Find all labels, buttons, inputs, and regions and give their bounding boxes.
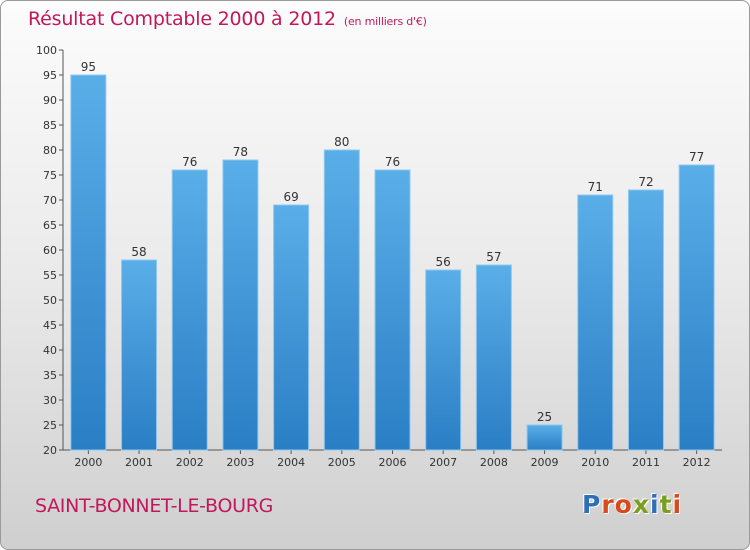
- bar-value-label: 77: [689, 150, 704, 164]
- x-tick-label: 2005: [328, 456, 356, 469]
- y-tick-label: 35: [43, 369, 57, 382]
- bar-value-label: 25: [537, 410, 552, 424]
- y-tick-label: 55: [43, 269, 57, 282]
- bar: [577, 194, 614, 451]
- bar: [121, 259, 158, 451]
- bar-value-label: 57: [486, 250, 501, 264]
- bar: [171, 169, 208, 451]
- logo-letter: i: [672, 490, 683, 519]
- chart-subtitle: (en milliers d'€): [343, 15, 427, 28]
- bar: [678, 164, 715, 451]
- logo-letter: P: [582, 490, 602, 519]
- y-tick-label: 90: [43, 94, 57, 107]
- bar-value-label: 69: [283, 190, 298, 204]
- logo-letter: x: [632, 490, 650, 519]
- y-tick-label: 100: [36, 44, 57, 57]
- y-tick-label: 25: [43, 419, 57, 432]
- y-tick-label: 30: [43, 394, 57, 407]
- bar: [222, 159, 259, 451]
- bar: [425, 269, 462, 451]
- chart-title: Résultat Comptable 2000 à 2012 (en millie…: [28, 8, 427, 30]
- chart-title-text: Résultat Comptable 2000 à 2012: [28, 8, 336, 30]
- bar: [70, 74, 107, 451]
- y-tick-label: 65: [43, 219, 57, 232]
- y-tick-label: 60: [43, 244, 57, 257]
- bar-value-label: 78: [233, 145, 248, 159]
- y-tick-label: 80: [43, 144, 57, 157]
- bar: [374, 169, 411, 451]
- bar-value-label: 56: [436, 255, 451, 269]
- x-tick-label: 2003: [226, 456, 254, 469]
- proxiti-logo[interactable]: Proxiti: [582, 490, 682, 519]
- x-tick-label: 2000: [74, 456, 102, 469]
- y-tick-label: 85: [43, 119, 57, 132]
- bar: [627, 189, 664, 451]
- y-tick-label: 45: [43, 319, 57, 332]
- bar: [526, 424, 563, 451]
- x-tick-label: 2006: [379, 456, 407, 469]
- logo-letter: i: [650, 490, 660, 519]
- bar-value-label: 58: [131, 245, 146, 259]
- y-tick-label: 40: [43, 344, 57, 357]
- x-tick-label: 2009: [531, 456, 559, 469]
- bar-value-label: 72: [638, 175, 653, 189]
- x-tick-label: 2004: [277, 456, 305, 469]
- x-tick-label: 2008: [480, 456, 508, 469]
- x-tick-label: 2010: [581, 456, 609, 469]
- x-tick-label: 2012: [683, 456, 711, 469]
- y-tick-label: 95: [43, 69, 57, 82]
- y-tick-label: 20: [43, 444, 57, 457]
- y-tick-label: 75: [43, 169, 57, 182]
- logo-letter: o: [614, 490, 633, 519]
- commune-name: SAINT-BONNET-LE-BOURG: [35, 495, 274, 517]
- x-tick-label: 2011: [632, 456, 660, 469]
- chart-bars: 95 58 76 78 69 80 76 56 57 25 71 72 77: [70, 60, 715, 451]
- bar-value-label: 76: [182, 155, 197, 169]
- bar: [475, 264, 512, 451]
- x-tick-label: 2001: [125, 456, 153, 469]
- logo-letter: t: [659, 490, 673, 519]
- y-tick-label: 70: [43, 194, 57, 207]
- bar: [323, 149, 360, 451]
- y-tick-label: 50: [43, 294, 57, 307]
- bar-value-label: 80: [334, 135, 349, 149]
- bar: [273, 204, 310, 451]
- bar-value-label: 95: [81, 60, 96, 74]
- logo-letter: r: [601, 490, 615, 519]
- x-tick-label: 2002: [176, 456, 204, 469]
- bar-value-label: 71: [588, 180, 603, 194]
- x-tick-label: 2007: [429, 456, 457, 469]
- bar-value-label: 76: [385, 155, 400, 169]
